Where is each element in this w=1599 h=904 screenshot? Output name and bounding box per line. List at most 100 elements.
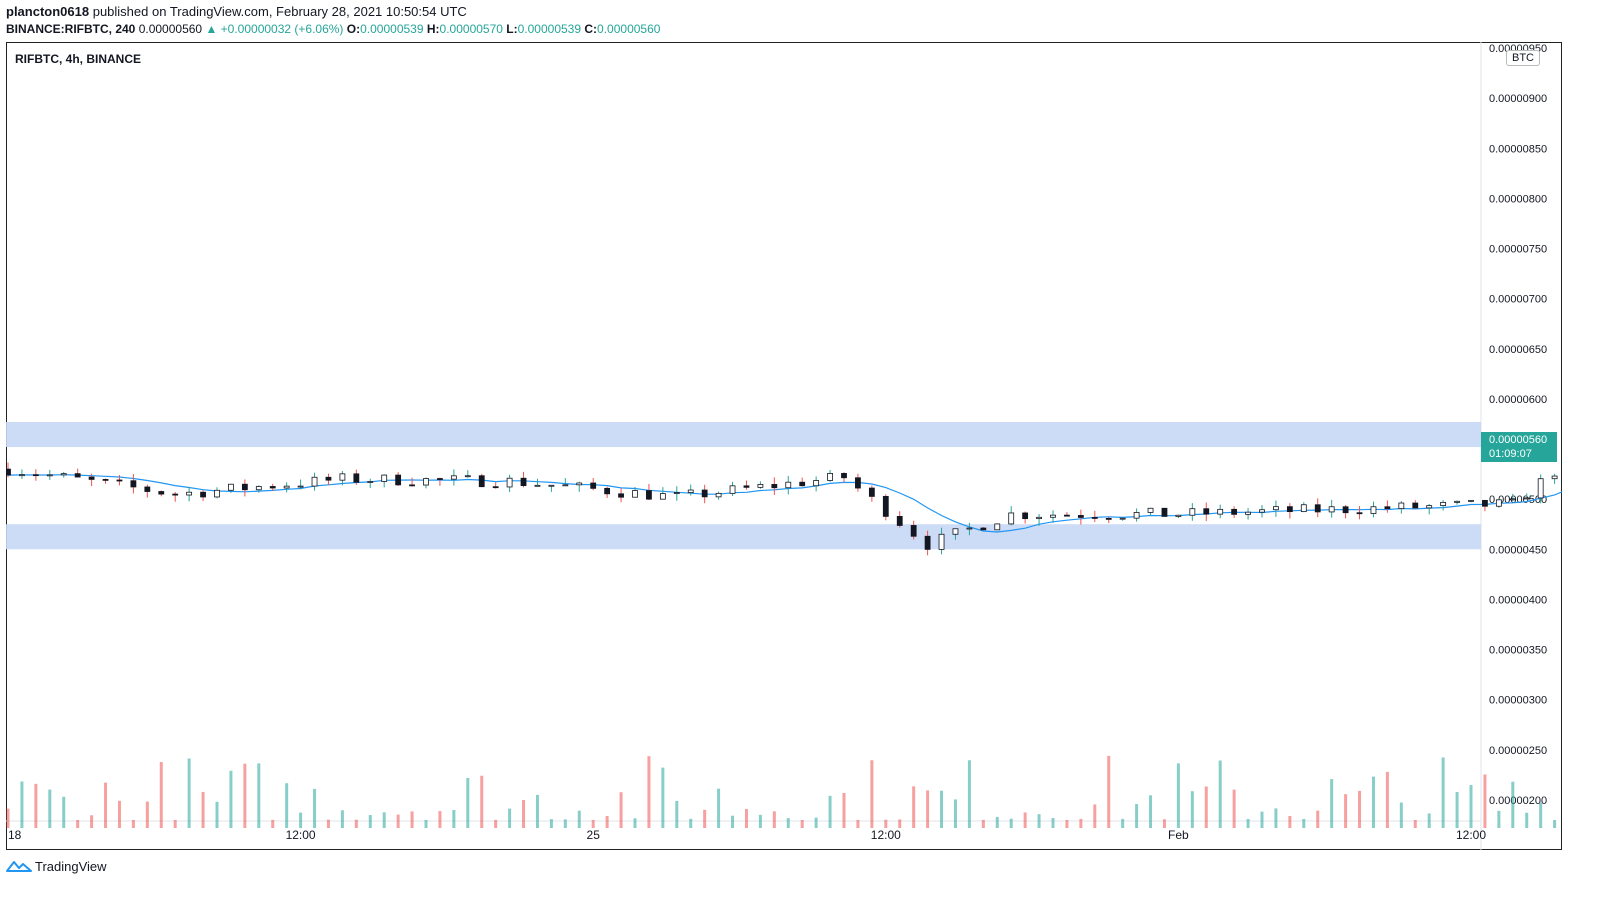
volume-bar	[1218, 760, 1222, 829]
volume-bar	[20, 781, 24, 829]
candle	[659, 493, 666, 500]
volume-bar	[1162, 819, 1166, 829]
volume-bar	[1469, 785, 1473, 829]
candle	[562, 484, 569, 487]
y-tick-label: 0.00000800	[1489, 193, 1547, 205]
volume-bar	[1511, 781, 1515, 829]
volume-bar	[1079, 818, 1083, 829]
candle	[1245, 511, 1251, 515]
volume-bar	[689, 818, 693, 829]
candle	[590, 482, 597, 489]
volume-bar	[675, 800, 679, 829]
low-value: 0.00000539	[517, 22, 582, 36]
candle	[604, 487, 611, 495]
tradingview-logo-icon	[6, 861, 32, 872]
candle	[74, 473, 81, 478]
candle	[1495, 499, 1502, 507]
candle	[715, 492, 722, 498]
y-tick-label: 0.00000700	[1489, 294, 1547, 306]
candle	[214, 489, 220, 498]
volume-bar	[285, 783, 289, 829]
volume-bar	[410, 811, 414, 829]
volume-bar	[912, 786, 916, 829]
y-tick-label: 0.00000850	[1489, 143, 1547, 155]
volume-bar	[1288, 815, 1292, 829]
footer-brand[interactable]: TradingView	[6, 858, 107, 874]
y-tick-label: 0.00000900	[1489, 93, 1547, 105]
candle	[19, 474, 25, 477]
volume-bar	[1525, 812, 1529, 829]
candle	[200, 491, 206, 498]
candle	[701, 489, 708, 498]
volume-bar	[744, 808, 748, 829]
candle	[409, 484, 415, 487]
volume-bar	[1246, 818, 1250, 829]
price-chart[interactable]: 0.000009500.000009000.000008500.00000800…	[6, 42, 1562, 850]
volume-bar	[229, 770, 233, 829]
volume-bar	[1274, 808, 1278, 829]
volume-bar	[1483, 774, 1487, 829]
candle	[32, 474, 39, 477]
candle	[1398, 502, 1405, 510]
volume-bar	[438, 811, 442, 829]
last-price-tag: 0.00000560 01:09:07	[1481, 432, 1557, 462]
candle	[855, 477, 861, 489]
candle	[1314, 504, 1321, 513]
volume-bar	[731, 815, 735, 829]
candle	[1551, 475, 1558, 480]
volume-bar	[661, 767, 665, 829]
y-tick-label: 0.00000750	[1489, 244, 1547, 256]
candle	[743, 485, 750, 488]
author-name[interactable]: plancton0618	[6, 4, 90, 19]
candle	[88, 476, 95, 480]
candle	[910, 525, 917, 537]
y-tick-label: 0.00000600	[1489, 394, 1547, 406]
volume-bar	[1413, 820, 1417, 829]
volume-bar	[842, 792, 846, 829]
candle	[1022, 512, 1029, 520]
candle	[1384, 506, 1391, 510]
volume-bar	[1316, 810, 1320, 829]
high-label: H:	[426, 22, 440, 36]
candle	[255, 486, 262, 491]
volume-bar	[368, 815, 372, 829]
candle	[228, 483, 234, 491]
volume-bar	[117, 800, 121, 829]
candle	[1008, 512, 1015, 525]
symbol-label: RIFBTC, 4h, BINANCE	[15, 52, 141, 66]
brand-name: TradingView	[35, 858, 107, 874]
volume-bar	[605, 815, 609, 829]
volume-bar	[1260, 811, 1264, 829]
candle	[1356, 512, 1363, 515]
volume-bar	[703, 809, 707, 829]
candle	[172, 493, 179, 496]
candle	[966, 527, 973, 530]
volume-bar	[1009, 818, 1013, 829]
volume-bar	[466, 777, 470, 829]
candle	[381, 474, 388, 482]
currency-label[interactable]: BTC	[1506, 50, 1540, 66]
candle	[60, 473, 67, 476]
candle	[785, 481, 792, 489]
volume-bar	[159, 762, 163, 829]
volume-bar	[926, 790, 930, 829]
volume-bar	[522, 799, 526, 829]
volume-bar	[1051, 817, 1055, 829]
candle	[938, 533, 945, 550]
candle	[1273, 506, 1279, 511]
volume-bar	[1539, 802, 1543, 829]
volume-bar	[1037, 814, 1041, 829]
candle	[102, 479, 109, 481]
volume-bar	[76, 820, 80, 829]
volume-bar	[1023, 812, 1027, 829]
low-label: L:	[506, 22, 518, 36]
volume-bar	[1107, 755, 1111, 829]
candle	[1286, 506, 1293, 513]
volume-bar	[870, 760, 874, 829]
candle	[1175, 514, 1182, 517]
ticker: BINANCE:RIFBTC, 240	[6, 22, 136, 36]
volume-bar	[494, 819, 498, 829]
candle	[116, 479, 123, 482]
x-tick-label: 12:00	[286, 828, 316, 842]
candle	[896, 516, 903, 526]
